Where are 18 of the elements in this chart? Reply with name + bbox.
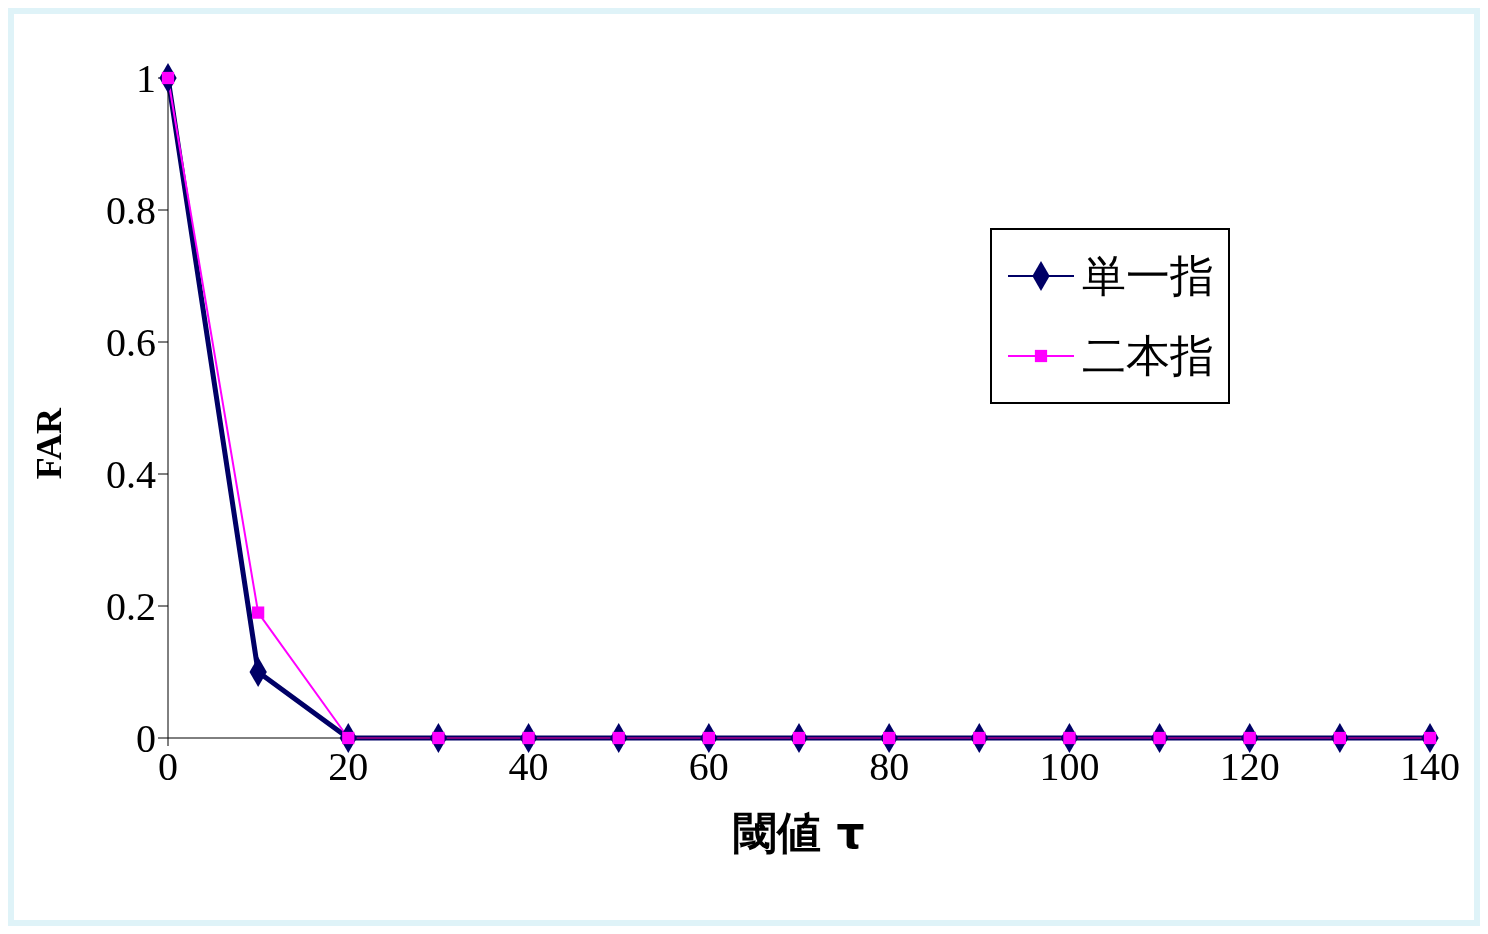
x-tick-label: 100 — [1039, 744, 1100, 790]
x-tick-label: 80 — [869, 744, 910, 790]
y-tick-label: 1 — [136, 56, 156, 102]
y-tick-label: 0.2 — [106, 584, 156, 630]
y-tick-label: 0 — [136, 716, 156, 762]
x-tick-label: 120 — [1219, 744, 1280, 790]
legend-label: 二本指 — [1082, 328, 1214, 383]
x-tick-label: 20 — [328, 744, 369, 790]
point — [252, 606, 265, 619]
x-tick-label: 60 — [688, 744, 729, 790]
x-axis-title: 閾値 τ — [733, 807, 865, 858]
legend-label: 単一指 — [1082, 248, 1214, 303]
y-tick-label: 0.4 — [106, 452, 156, 498]
y-axis-title: FAR — [28, 407, 69, 480]
x-tick-label: 140 — [1400, 744, 1460, 790]
y-tick-label: 0.6 — [106, 320, 156, 366]
x-tick-label: 40 — [508, 744, 549, 790]
y-tick-label: 0.8 — [106, 188, 156, 234]
